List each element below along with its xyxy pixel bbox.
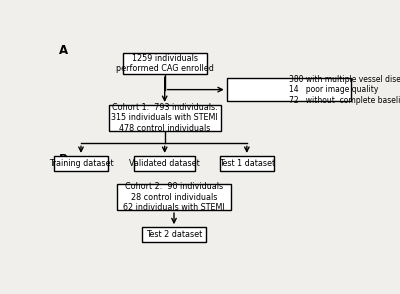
- Text: Training dataset: Training dataset: [49, 159, 113, 168]
- Text: Validated dataset: Validated dataset: [129, 159, 200, 168]
- FancyBboxPatch shape: [227, 78, 351, 101]
- Text: 1259 individuals
performed CAG enrolled: 1259 individuals performed CAG enrolled: [116, 54, 214, 73]
- Text: A: A: [59, 44, 68, 57]
- Text: 380 with multiple vessel diseases
14   poor image quality
72   without  complete: 380 with multiple vessel diseases 14 poo…: [289, 75, 400, 104]
- Text: Test 2 dataset: Test 2 dataset: [146, 230, 202, 239]
- Text: Cohort 1:  793 individuals:
315 individuals with STEMI
478 control individuals: Cohort 1: 793 individuals: 315 individua…: [111, 103, 218, 133]
- Text: Test 1 dataset: Test 1 dataset: [219, 159, 275, 168]
- FancyBboxPatch shape: [54, 156, 108, 171]
- FancyBboxPatch shape: [117, 184, 231, 210]
- Text: Cohort 2:  90 individuals
28 control individuals
62 individuals with STEMI: Cohort 2: 90 individuals 28 control indi…: [123, 182, 225, 212]
- FancyBboxPatch shape: [134, 156, 195, 171]
- FancyBboxPatch shape: [109, 105, 220, 131]
- Text: B: B: [59, 153, 68, 166]
- FancyBboxPatch shape: [123, 53, 206, 74]
- FancyBboxPatch shape: [220, 156, 274, 171]
- FancyBboxPatch shape: [142, 227, 206, 242]
